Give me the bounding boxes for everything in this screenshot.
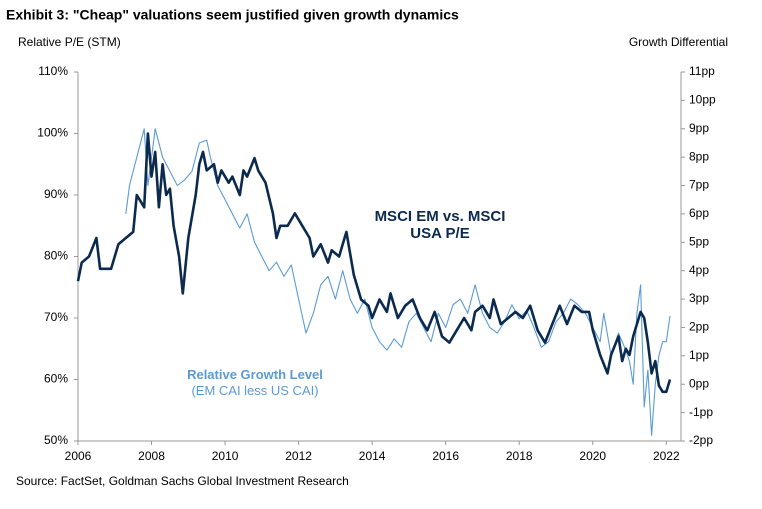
y2-tick-label: 0pp [689,376,709,390]
y-axis-label: Relative P/E (STM) [18,35,121,49]
y2-axis-label: Growth Differential [629,35,728,49]
y2-tick-label: 2pp [689,320,709,334]
y-tick-label: 50% [44,433,68,447]
y-tick-label: 70% [44,310,68,324]
y-tick-label: 100% [37,126,68,140]
y-tick-label: 80% [44,249,68,263]
y-tick-label: 60% [44,372,68,386]
y2-tick-label: -1pp [689,405,713,419]
series-note: (EM CAI less US CAI) [191,383,319,398]
x-tick-label: 2016 [432,449,459,463]
y-tick-label: 110% [38,64,68,78]
y-tick-label: 90% [44,187,68,201]
x-tick-label: 2022 [653,449,680,463]
y2-tick-label: 5pp [689,234,709,248]
y2-tick-label: 9pp [689,121,709,135]
x-tick-label: 2014 [359,449,386,463]
chart-title: Exhibit 3: "Cheap" valuations seem justi… [6,7,459,23]
y2-tick-label: 4pp [689,263,709,277]
y2-tick-label: 7pp [689,178,709,192]
x-tick-label: 2020 [579,449,606,463]
x-tick-label: 2012 [285,449,312,463]
x-tick-label: 2008 [138,449,165,463]
series-line [76,132,672,394]
y2-tick-label: 6pp [689,206,709,220]
series-label: MSCI EM vs. MSCI USA P/E [374,208,506,242]
y2-tick-label: 8pp [689,149,709,163]
y2-tick-label: -2pp [689,433,713,447]
x-tick-label: 2006 [65,449,92,463]
y2-tick-label: 11pp [689,64,715,78]
y2-tick-label: 10pp [689,93,716,107]
x-tick-label: 2018 [506,449,533,463]
x-tick-label: 2010 [212,449,239,463]
series-label: Relative Growth Level [187,367,323,382]
y2-tick-label: 1pp [689,348,709,362]
source: Source: FactSet, Goldman Sachs Global In… [16,474,349,488]
y2-tick-label: 3pp [689,291,709,305]
